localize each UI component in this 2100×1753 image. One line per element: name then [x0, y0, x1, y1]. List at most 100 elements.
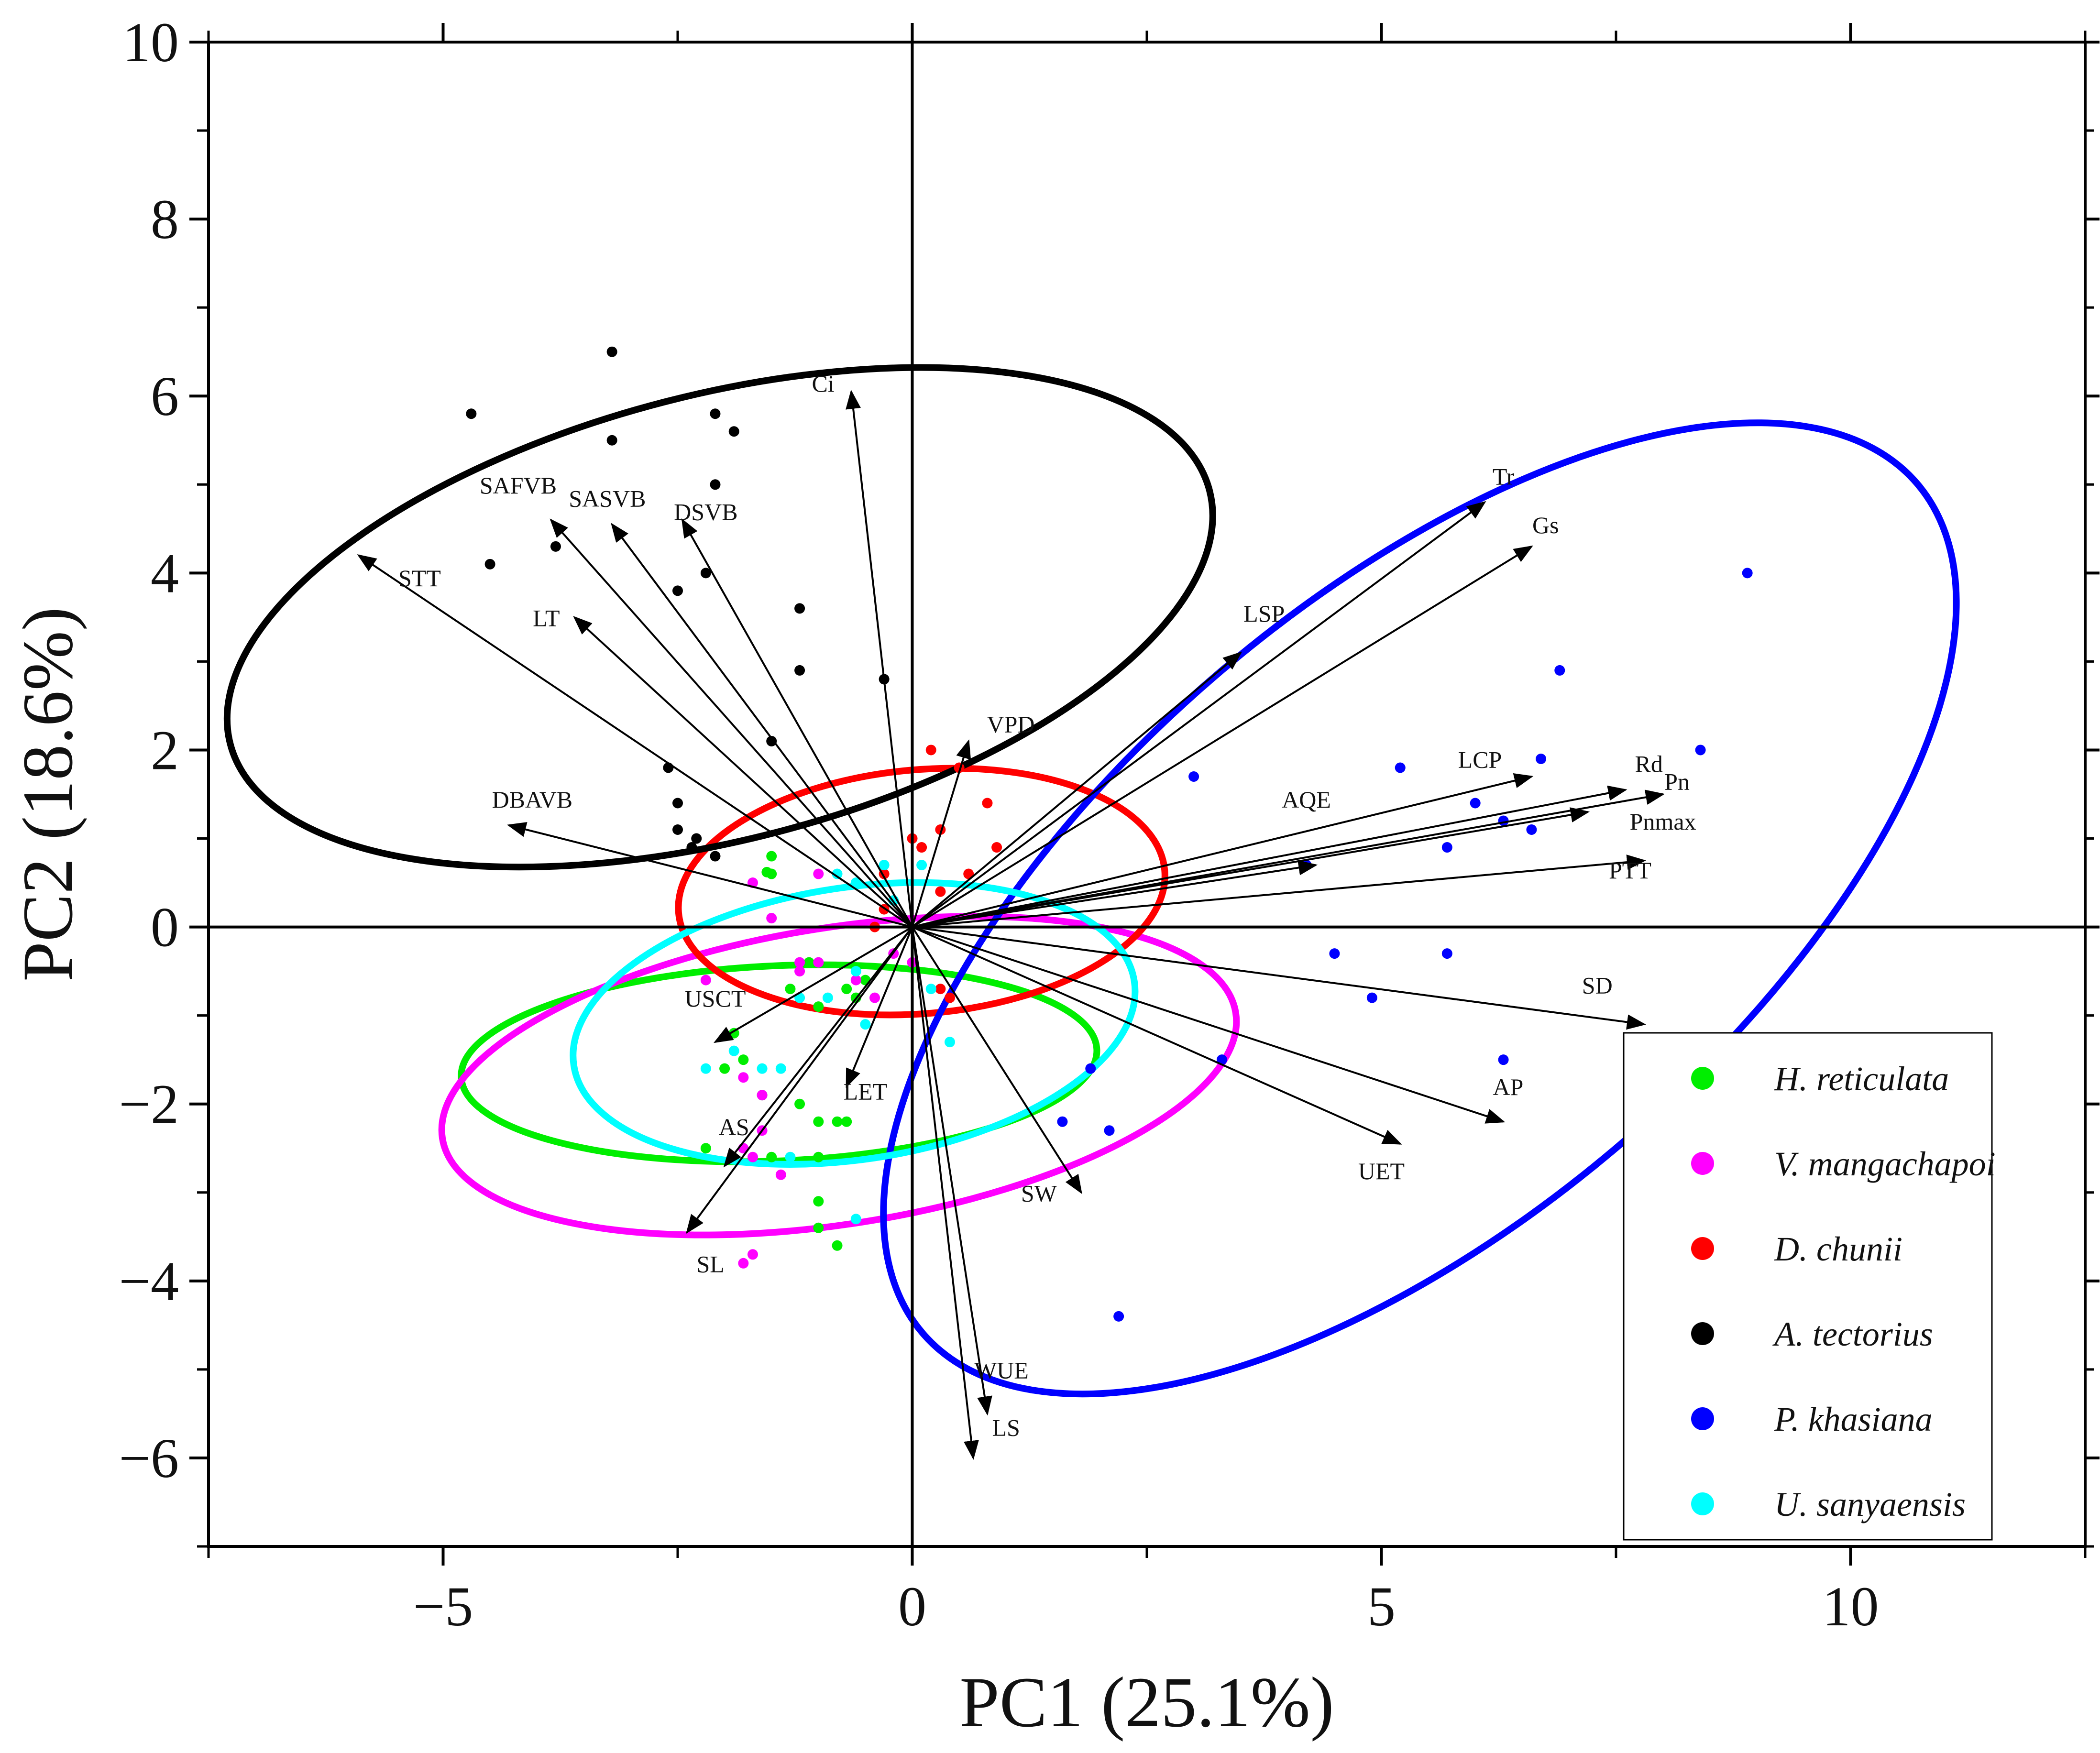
- x-tick-label: −5: [413, 1575, 473, 1638]
- point-p-khasiana: [1329, 948, 1340, 959]
- y-tick-label: −2: [119, 1073, 179, 1136]
- legend-label-p-khasiana: P. khasiana: [1774, 1400, 1933, 1438]
- point-v-mangachapoi: [738, 1258, 749, 1269]
- point-a-tectorius: [606, 435, 617, 446]
- loading-label-ls: LS: [992, 1414, 1020, 1441]
- y-tick-label: 8: [151, 188, 179, 251]
- point-v-mangachapoi: [700, 975, 711, 986]
- point-h-reticulata: [700, 1143, 711, 1154]
- loading-label-aqe: AQE: [1282, 786, 1331, 813]
- point-h-reticulata: [832, 1116, 843, 1127]
- point-d-chunii: [935, 886, 946, 897]
- loading-arrow-safvb: [550, 518, 913, 928]
- point-a-tectorius: [691, 833, 702, 844]
- point-p-khasiana: [1441, 842, 1452, 853]
- loading-arrow-uet: [912, 926, 1402, 1145]
- y-tick-label: 2: [151, 719, 179, 781]
- loading-label-as: AS: [719, 1113, 749, 1140]
- point-v-mangachapoi: [869, 992, 880, 1003]
- loading-label-safvb: SAFVB: [480, 472, 557, 499]
- point-u-sanyaensis: [850, 966, 861, 977]
- axes: −5 0 5 10 −6 −4 −2 0 2 4 6 8 10: [119, 11, 2100, 1638]
- loading-arrow-wue: [911, 927, 992, 1416]
- point-u-sanyaensis: [822, 992, 833, 1003]
- point-a-tectorius: [710, 408, 721, 419]
- point-u-sanyaensis: [860, 1019, 871, 1030]
- point-a-tectorius: [700, 568, 711, 579]
- loading-label-ap: AP: [1493, 1074, 1523, 1100]
- point-u-sanyaensis: [775, 1063, 786, 1074]
- point-d-chunii: [916, 842, 927, 853]
- point-p-khasiana: [1742, 568, 1753, 579]
- loading-arrow-ls: [911, 927, 979, 1460]
- point-h-reticulata: [803, 957, 814, 968]
- point-p-khasiana: [1498, 815, 1509, 826]
- x-tick-label: 0: [898, 1575, 926, 1638]
- point-h-reticulata: [832, 1240, 843, 1251]
- legend-marker-d-chunii: [1691, 1237, 1714, 1260]
- loading-arrow-gs: [912, 545, 1533, 928]
- point-h-reticulata: [813, 1196, 824, 1207]
- point-d-chunii: [944, 992, 955, 1003]
- point-a-tectorius: [710, 479, 721, 490]
- legend-marker-h-reticulata: [1691, 1067, 1714, 1090]
- legend-marker-u-sanyaensis: [1691, 1492, 1714, 1515]
- point-u-sanyaensis: [925, 984, 936, 995]
- point-p-khasiana: [1695, 745, 1706, 756]
- loading-arrow-sasvb: [611, 523, 913, 928]
- loading-arrow-aqe: [912, 860, 1318, 928]
- point-u-sanyaensis: [785, 1151, 796, 1162]
- ellipse-a-tectorius: [223, 364, 1216, 871]
- point-a-tectorius: [766, 735, 777, 746]
- point-p-khasiana: [1104, 1125, 1115, 1136]
- y-tick-label: 10: [122, 11, 179, 74]
- point-v-mangachapoi: [747, 1249, 758, 1260]
- point-h-reticulata: [719, 1063, 730, 1074]
- loading-arrow-sw: [911, 926, 1082, 1194]
- ellipse-p-khasiana: [880, 419, 1960, 1398]
- y-tick-label: 4: [151, 542, 179, 604]
- loading-arrow-rd: [912, 785, 1627, 928]
- loading-label-pnmax: Pnmax: [1630, 808, 1696, 835]
- point-a-tectorius: [672, 824, 683, 835]
- loading-label-rd: Rd: [1635, 751, 1662, 778]
- y-tick-label: 0: [151, 896, 179, 959]
- y-tick-label: −6: [119, 1427, 179, 1490]
- point-a-tectorius: [484, 559, 495, 570]
- point-p-khasiana: [1216, 1054, 1227, 1065]
- point-h-reticulata: [860, 975, 871, 986]
- point-h-reticulata: [761, 866, 772, 877]
- loading-arrow-lsp: [912, 651, 1242, 928]
- point-a-tectorius: [672, 798, 683, 809]
- loading-label-gs: Gs: [1532, 512, 1559, 538]
- loading-label-uet: UET: [1358, 1158, 1405, 1184]
- point-v-mangachapoi: [794, 957, 805, 968]
- legend-label-u-sanyaensis: U. sanyaensis: [1774, 1485, 1966, 1523]
- point-a-tectorius: [728, 426, 739, 437]
- point-a-tectorius: [710, 851, 721, 862]
- loading-arrow-tr: [912, 501, 1486, 928]
- loading-arrow-dsvb: [681, 518, 913, 928]
- loading-label-sd: SD: [1582, 972, 1613, 998]
- loading-arrow-ci: [846, 390, 913, 927]
- loading-arrow-stt: [357, 554, 913, 928]
- point-p-khasiana: [1113, 1311, 1124, 1322]
- loading-label-lsp: LSP: [1243, 600, 1285, 627]
- loading-arrow-sl: [686, 926, 913, 1234]
- point-a-tectorius: [672, 585, 683, 596]
- loading-label-ptt: PTT: [1609, 857, 1651, 884]
- loading-arrow-lcp: [912, 773, 1534, 928]
- legend-marker-p-khasiana: [1691, 1407, 1714, 1430]
- point-a-tectorius: [686, 842, 697, 853]
- legend-label-a-tectorius: A. tectorius: [1772, 1315, 1933, 1353]
- point-a-tectorius: [466, 408, 477, 419]
- confidence-ellipses: [223, 364, 1960, 1398]
- point-a-tectorius: [550, 541, 561, 552]
- point-a-tectorius: [794, 603, 805, 614]
- loading-arrow-lt: [573, 616, 913, 928]
- point-u-sanyaensis: [944, 1037, 955, 1048]
- point-d-chunii: [935, 984, 946, 995]
- point-p-khasiana: [1441, 948, 1452, 959]
- y-axis-title: PC2 (18.6%): [8, 607, 88, 981]
